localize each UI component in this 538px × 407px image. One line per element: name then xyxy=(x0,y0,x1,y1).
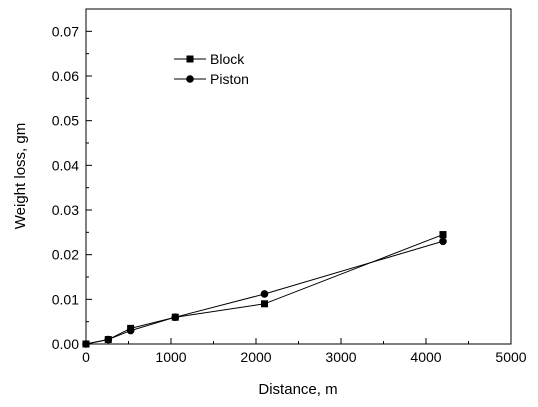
legend-marker-piston xyxy=(186,75,194,83)
y-axis-title: Weight loss, gm xyxy=(12,123,29,229)
y-axis-ticks: 0.00 0.01 0.02 0.03 0.04 0.05 0.06 0.07 xyxy=(52,23,92,352)
data-point-block xyxy=(439,231,447,239)
legend-item-block: Block xyxy=(174,51,245,67)
series-piston xyxy=(82,237,447,348)
y-tick-label: 0.02 xyxy=(52,247,79,263)
y-tick-label: 0.00 xyxy=(52,336,79,352)
y-tick-label: 0.06 xyxy=(52,68,79,84)
series-layer xyxy=(82,231,447,348)
y-tick-label: 0.04 xyxy=(52,157,79,173)
x-tick-label: 1000 xyxy=(155,349,186,365)
y-tick-label: 0.01 xyxy=(52,291,79,307)
x-tick-label: 0 xyxy=(82,349,90,365)
data-point-piston xyxy=(171,313,180,322)
data-point-block xyxy=(261,300,268,308)
plot-frame xyxy=(85,8,512,345)
y-tick-label: 0.03 xyxy=(52,202,79,218)
x-tick-label: 3000 xyxy=(325,349,356,365)
data-point-piston xyxy=(82,340,90,348)
data-point-piston xyxy=(260,290,269,298)
y-tick-label: 0.05 xyxy=(52,113,79,129)
legend: Block Piston xyxy=(174,51,249,87)
data-point-piston xyxy=(126,326,135,335)
data-point-piston xyxy=(439,237,447,246)
legend-label-piston: Piston xyxy=(210,71,249,87)
y-tick-label: 0.07 xyxy=(52,23,79,39)
legend-marker-block xyxy=(186,55,194,63)
x-axis-title: Distance, m xyxy=(258,381,337,398)
legend-label-block: Block xyxy=(210,51,245,67)
x-tick-label: 2000 xyxy=(240,349,271,365)
legend-item-piston: Piston xyxy=(174,71,249,87)
x-axis-ticks: 0 1000 2000 3000 4000 5000 xyxy=(82,338,527,365)
x-tick-label: 4000 xyxy=(410,349,441,365)
data-point-piston xyxy=(104,335,113,344)
series-block xyxy=(82,231,447,348)
x-tick-label: 5000 xyxy=(495,349,526,365)
